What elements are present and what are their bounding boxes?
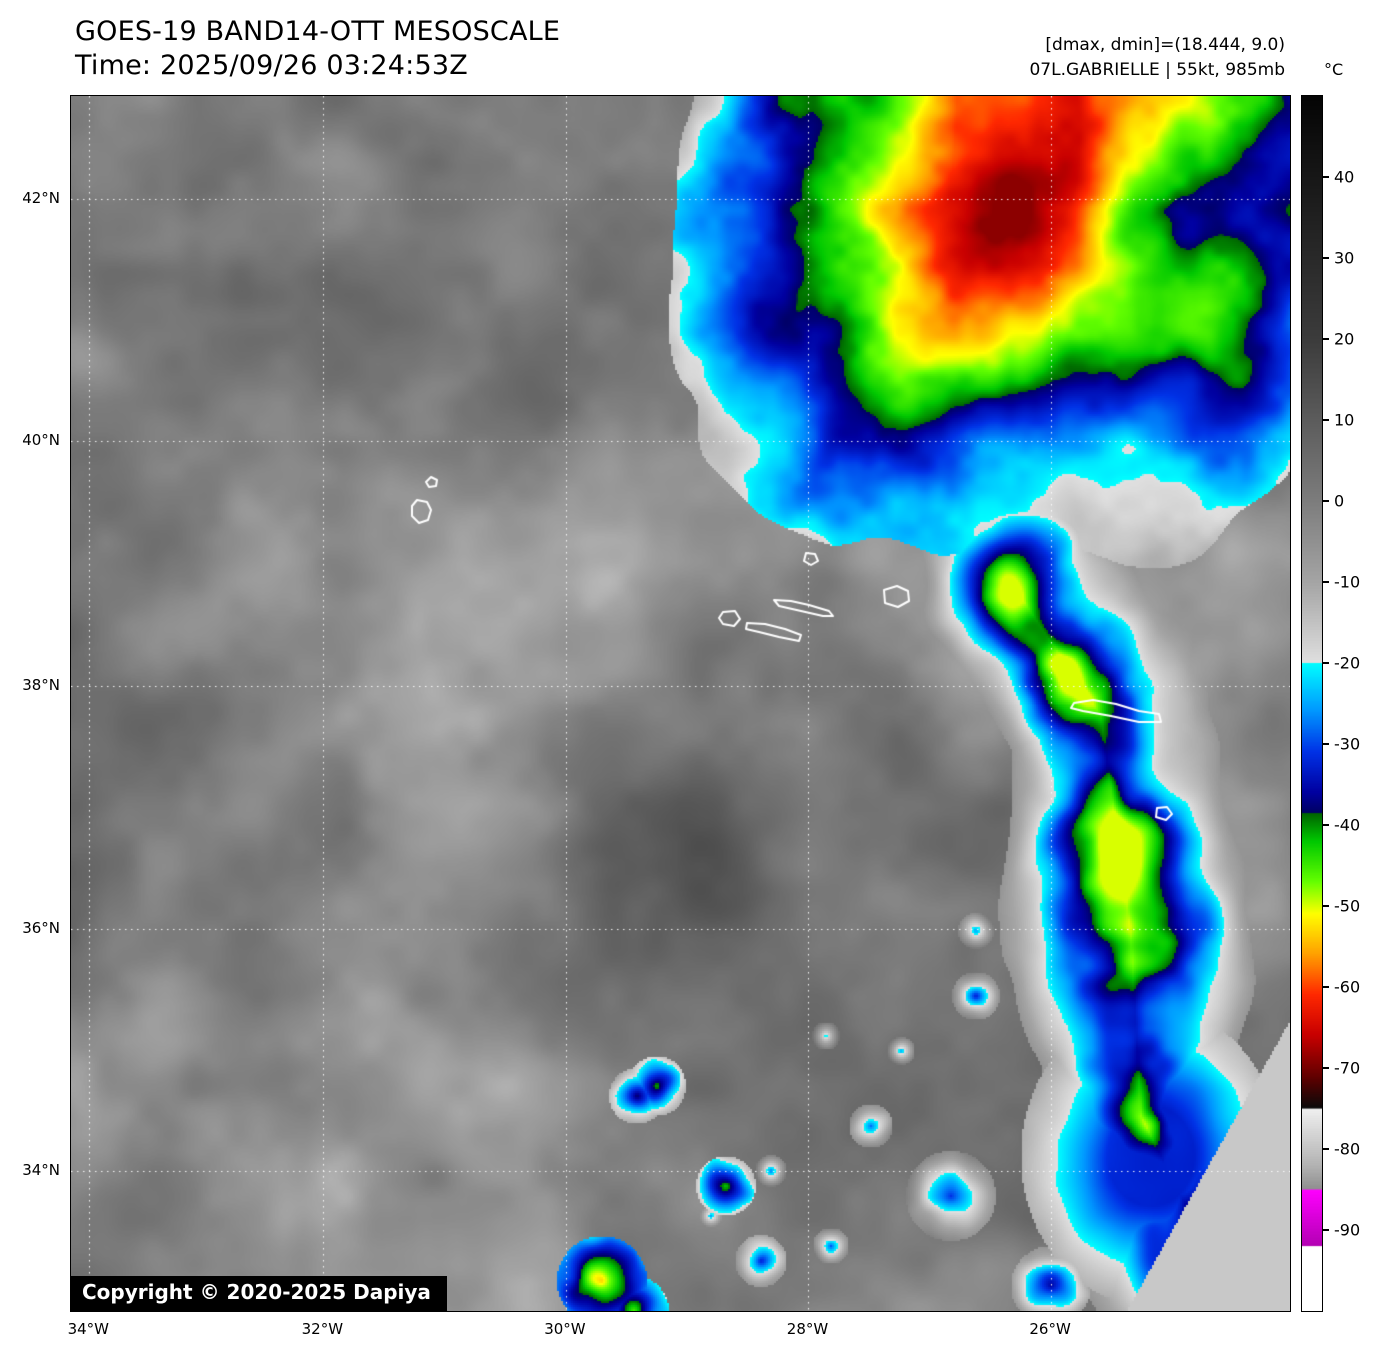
header-right: [dmax, dmin]=(18.444, 9.0) 07L.GABRIELLE… bbox=[1029, 33, 1285, 83]
colorbar-tick-mark bbox=[1323, 1148, 1329, 1150]
colorbar-tick-label: -30 bbox=[1334, 734, 1361, 754]
colorbar-tick-mark bbox=[1323, 500, 1329, 502]
colorbar-tick-mark bbox=[1323, 257, 1329, 259]
colorbar-tick-mark bbox=[1323, 743, 1329, 745]
lon-label: 30°W bbox=[544, 1320, 586, 1338]
colorbar-tick-label: -10 bbox=[1334, 572, 1361, 592]
lat-label: 40°N bbox=[22, 431, 60, 450]
lon-label: 32°W bbox=[301, 1320, 344, 1338]
colorbar-tick-mark bbox=[1323, 986, 1329, 988]
colorbar-tick-mark bbox=[1323, 338, 1329, 340]
lat-label: 34°N bbox=[22, 1161, 60, 1180]
colorbar-tick-label: -90 bbox=[1334, 1220, 1361, 1240]
lon-label: 26°W bbox=[1029, 1320, 1071, 1338]
colorbar-tick-mark bbox=[1323, 1067, 1329, 1069]
colorbar-unit: °C bbox=[1324, 60, 1344, 79]
colorbar-ticks: 40 30 20 10 0 -10 -20 -30 -40 -50 -60 -70 -80 -90 bbox=[1301, 96, 1389, 1311]
copyright-badge: Copyright © 2020-2025 Dapiya bbox=[71, 1276, 447, 1311]
lon-axis: 34°W 32°W 30°W 28°W 26°W bbox=[67, 1320, 1289, 1346]
colorbar-tick-label: -40 bbox=[1334, 815, 1361, 835]
colorbar-canvas bbox=[1301, 95, 1323, 1312]
lon-label: 28°W bbox=[786, 1320, 829, 1338]
lat-label: 42°N bbox=[22, 189, 60, 208]
colorbar-tick-mark bbox=[1323, 824, 1329, 826]
colorbar-tick-mark bbox=[1323, 176, 1329, 178]
colorbar-tick-mark bbox=[1323, 419, 1329, 421]
product-time: Time: 2025/09/26 03:24:53Z bbox=[75, 50, 468, 81]
lon-label: 34°W bbox=[67, 1320, 109, 1338]
colorbar-tick-mark bbox=[1323, 905, 1329, 907]
dmax-dmin-readout: [dmax, dmin]=(18.444, 9.0) bbox=[1045, 35, 1285, 55]
colorbar-tick-label: 10 bbox=[1334, 410, 1355, 430]
product-title: GOES-19 BAND14-OTT MESOSCALE bbox=[75, 16, 561, 47]
colorbar-tick-label: 0 bbox=[1334, 491, 1345, 511]
colorbar-tick-label: -20 bbox=[1334, 653, 1361, 673]
colorbar-tick-label: -80 bbox=[1334, 1139, 1361, 1159]
colorbar: 40 30 20 10 0 -10 -20 -30 -40 -50 -60 -70 -80 -90 bbox=[1301, 95, 1389, 1312]
colorbar-tick-mark bbox=[1323, 662, 1329, 664]
colorbar-tick-label: -60 bbox=[1334, 977, 1361, 997]
colorbar-tick-label: 40 bbox=[1334, 167, 1355, 187]
colorbar-tick-label: 20 bbox=[1334, 329, 1355, 349]
colorbar-tick-label: -50 bbox=[1334, 896, 1361, 916]
colorbar-tick-mark bbox=[1323, 1229, 1329, 1231]
colorbar-tick-label: 30 bbox=[1334, 248, 1355, 268]
satellite-canvas bbox=[71, 96, 1290, 1311]
lat-axis: 42°N 40°N 38°N 36°N 34°N bbox=[0, 95, 64, 1310]
map-frame: Copyright © 2020-2025 Dapiya bbox=[70, 95, 1291, 1312]
colorbar-tick-label: -70 bbox=[1334, 1058, 1361, 1078]
lat-label: 38°N bbox=[22, 676, 60, 695]
storm-info: 07L.GABRIELLE | 55kt, 985mb bbox=[1029, 60, 1285, 80]
lat-label: 36°N bbox=[22, 919, 60, 938]
colorbar-tick-mark bbox=[1323, 581, 1329, 583]
